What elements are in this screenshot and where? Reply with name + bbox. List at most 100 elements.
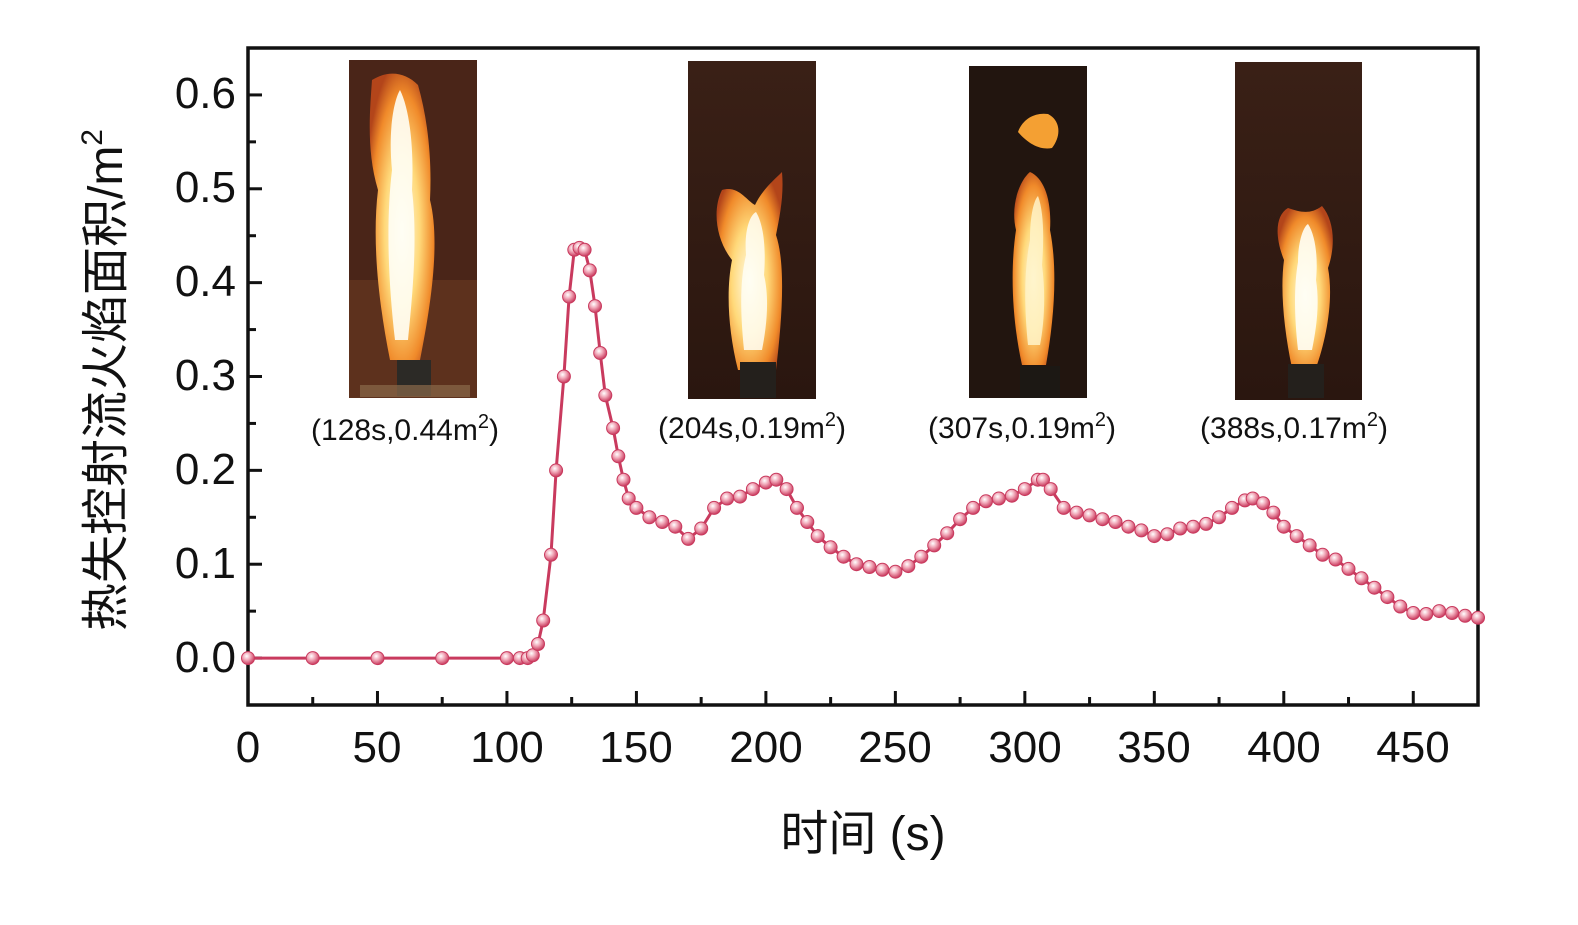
x-tick-label: 0 (236, 723, 260, 772)
data-point (499, 651, 514, 666)
data-point (241, 651, 255, 666)
data-point (823, 540, 838, 555)
data-point (1069, 505, 1084, 520)
data-point (800, 515, 815, 529)
data-point (1367, 580, 1382, 595)
data-point (536, 613, 551, 628)
data-point (1458, 608, 1473, 623)
data-point (733, 489, 747, 504)
data-point (720, 491, 735, 506)
data-point (621, 491, 636, 506)
data-point (525, 648, 540, 663)
y-tick-label: 0.5 (175, 163, 236, 212)
data-point (1380, 590, 1395, 605)
data-point (629, 500, 644, 515)
data-point (1199, 516, 1214, 531)
data-point (681, 531, 696, 546)
flame-photo-388s (1235, 62, 1362, 400)
data-point (991, 491, 1006, 506)
data-point (966, 500, 981, 515)
data-point (849, 557, 864, 572)
x-tick-label: 300 (988, 723, 1061, 772)
data-point (769, 472, 784, 487)
data-point (1134, 523, 1149, 538)
x-tick-label: 350 (1117, 723, 1190, 772)
data-point (1432, 604, 1447, 619)
data-point (790, 500, 804, 515)
data-point (927, 538, 942, 553)
data-point (1266, 505, 1281, 520)
data-point (1056, 500, 1071, 515)
x-tick-label: 200 (729, 723, 802, 772)
data-point (779, 482, 794, 497)
data-point (1256, 496, 1271, 511)
data-point (1043, 482, 1058, 497)
data-point (1121, 519, 1136, 534)
data-point (577, 242, 592, 257)
data-point (1302, 538, 1317, 553)
x-axis-title: 时间 (s) (780, 808, 945, 861)
data-point (979, 494, 993, 509)
x-tick-label: 50 (353, 723, 402, 772)
x-tick-label: 100 (470, 723, 543, 772)
data-point (1108, 515, 1123, 529)
data-point (1212, 510, 1227, 525)
data-point (606, 421, 621, 436)
y-tick-label: 0.1 (175, 539, 236, 588)
data-point (1225, 500, 1239, 515)
data-point (549, 463, 564, 478)
data-point (1471, 610, 1485, 625)
data-point (914, 549, 929, 564)
data-point (862, 560, 877, 574)
flame-photos (349, 60, 1362, 400)
x-tick-label: 250 (858, 723, 931, 772)
data-point (1406, 606, 1421, 620)
flame-photo-204s (688, 61, 816, 399)
y-tick-label: 0.3 (175, 351, 236, 400)
data-point (1354, 571, 1369, 586)
y-axis-title-group: 热失控射流火焰面积/m2 (76, 129, 133, 631)
data-point (1289, 529, 1304, 544)
y-tick-label: 0.4 (175, 257, 236, 306)
caption-307s: (307s,0.19m2) (928, 409, 1116, 445)
data-point (1341, 561, 1356, 576)
flame-area-series (241, 240, 1485, 666)
data-point (642, 510, 657, 525)
data-point (1419, 607, 1434, 621)
data-point (1036, 472, 1050, 487)
data-point (1173, 521, 1188, 536)
data-point (531, 637, 545, 651)
data-point (745, 482, 760, 497)
y-tick-label: 0.0 (175, 633, 236, 682)
data-point (1017, 482, 1032, 497)
data-point (544, 547, 558, 562)
data-point (593, 346, 608, 360)
data-point (598, 388, 613, 403)
data-point (556, 369, 571, 384)
data-point (1095, 512, 1110, 527)
x-tick-label: 150 (599, 723, 672, 772)
x-tick-labels: 0 50 100 150 200 250 300 350 400 450 (236, 723, 1450, 772)
flame-photo-128s (349, 60, 477, 398)
data-point (1147, 529, 1162, 544)
caption-128s: (128s,0.44m2) (311, 411, 499, 447)
flame-photo-307s (969, 66, 1087, 398)
y-tick-label: 0.2 (175, 445, 236, 494)
data-point (888, 564, 903, 579)
data-point (1160, 527, 1175, 542)
data-point (1186, 519, 1201, 534)
y-tick-labels: 0.0 0.1 0.2 0.3 0.4 0.5 0.6 (175, 69, 236, 682)
caption-388s: (388s,0.17m2) (1200, 409, 1388, 445)
data-point (1393, 599, 1408, 614)
y-tick-label: 0.6 (175, 69, 236, 118)
data-point (875, 562, 890, 577)
data-point (836, 549, 851, 564)
y-axis-title: 热失控射流火焰面积/m2 (76, 129, 133, 631)
data-point (940, 526, 955, 541)
data-point (901, 559, 916, 574)
data-point (588, 299, 602, 314)
data-point (582, 263, 597, 278)
data-point (616, 472, 631, 487)
